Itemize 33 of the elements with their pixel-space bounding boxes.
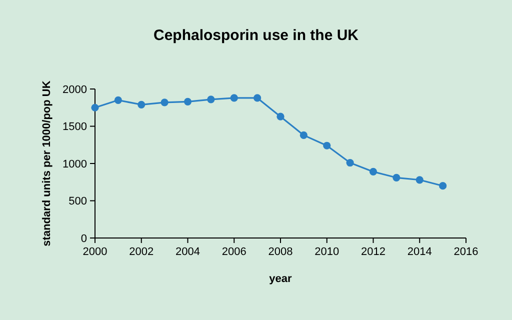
x-tick-label: 2012 bbox=[361, 246, 386, 258]
x-tick-label: 2014 bbox=[407, 246, 432, 258]
y-tick-label: 1000 bbox=[62, 158, 87, 170]
y-tick-label: 0 bbox=[80, 232, 87, 245]
y-tick-label: 2000 bbox=[62, 84, 87, 96]
point bbox=[114, 96, 122, 104]
x-tick-label: 2010 bbox=[314, 246, 340, 258]
point bbox=[323, 142, 331, 150]
point bbox=[230, 94, 238, 102]
y-tick-label: 1500 bbox=[62, 121, 87, 134]
x-tick-label: 2006 bbox=[222, 246, 246, 258]
chart-title: Cephalosporin use in the UK bbox=[153, 27, 359, 44]
point bbox=[160, 98, 168, 106]
point bbox=[91, 104, 99, 112]
y-axis-title: standard units per 1000/pop UK bbox=[41, 80, 53, 246]
x-axis-title: year bbox=[269, 273, 293, 285]
x-tick-label: 2008 bbox=[268, 246, 293, 258]
point bbox=[276, 112, 284, 120]
x-tick-label: 2000 bbox=[82, 246, 108, 258]
point bbox=[207, 96, 215, 104]
point bbox=[138, 100, 146, 108]
x-tick-label: 2004 bbox=[176, 246, 200, 258]
point bbox=[184, 98, 192, 106]
y-tick-label: 500 bbox=[68, 196, 87, 208]
point bbox=[439, 182, 447, 190]
point bbox=[369, 168, 378, 176]
point bbox=[346, 158, 354, 167]
point bbox=[416, 176, 424, 184]
point bbox=[392, 174, 400, 182]
x-tick-label: 2002 bbox=[129, 246, 154, 258]
point bbox=[254, 94, 262, 102]
x-tick-label: 2016 bbox=[454, 246, 478, 258]
point bbox=[300, 131, 308, 139]
